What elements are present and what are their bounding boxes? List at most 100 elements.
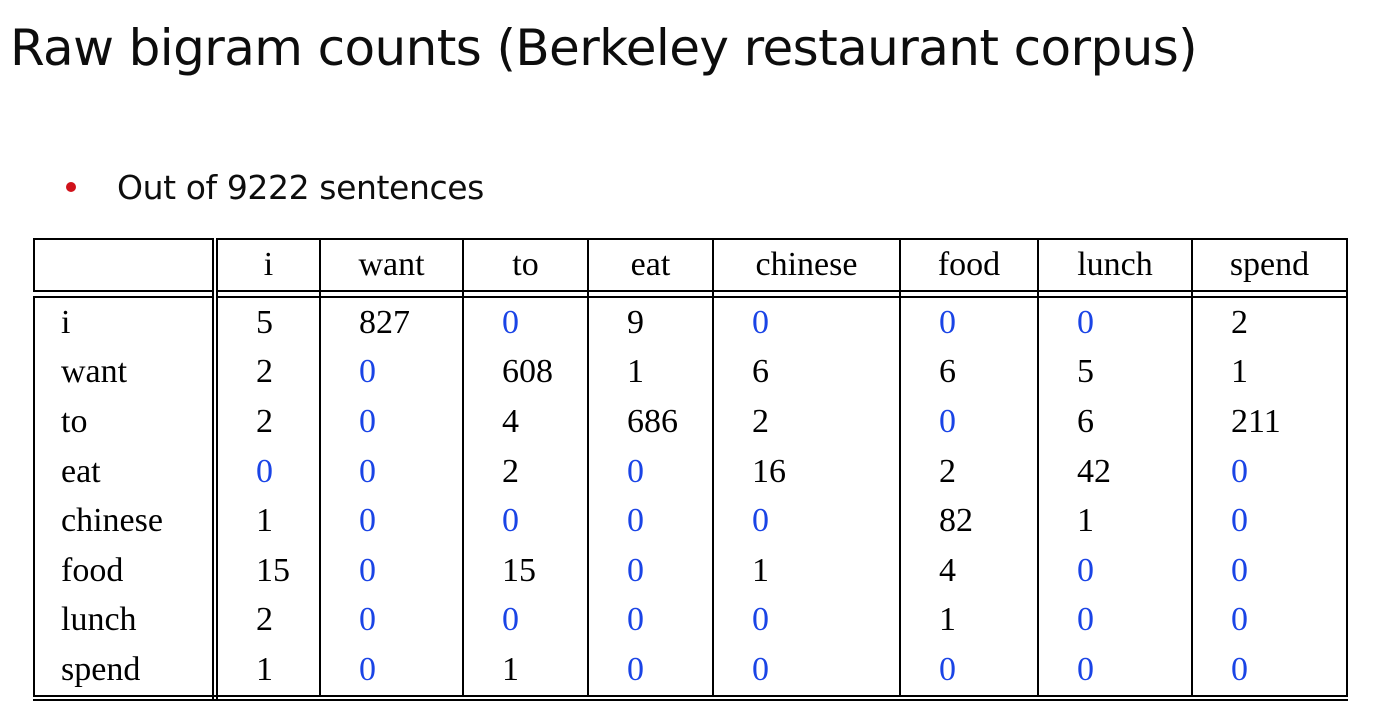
count-cell: 0 (713, 645, 901, 701)
row-header: lunch (33, 595, 218, 646)
column-header: food (900, 238, 1039, 292)
count-cell: 1 (463, 645, 589, 701)
count-cell: 82 (900, 496, 1039, 546)
table-row: i 5 827 0 9 0 0 0 2 (33, 297, 1348, 348)
count-cell: 0 (1192, 595, 1348, 646)
column-header: to (463, 238, 589, 292)
count-cell: 1 (900, 595, 1039, 646)
count-cell: 16 (713, 446, 901, 497)
bullet-item: Out of 9222 sentences (66, 165, 484, 209)
count-cell: 0 (463, 496, 589, 546)
table-corner-cell (33, 238, 218, 292)
count-cell: 2 (215, 347, 321, 398)
count-cell: 15 (463, 545, 589, 596)
count-cell: 0 (1038, 545, 1193, 596)
count-cell: 827 (320, 297, 464, 348)
count-cell: 0 (1192, 496, 1348, 546)
count-cell: 0 (588, 496, 714, 546)
count-cell: 0 (900, 397, 1039, 447)
count-cell: 0 (320, 397, 464, 447)
count-cell: 1 (215, 496, 321, 546)
row-header: want (33, 347, 218, 398)
bigram-count-table: i want to eat chinese food lunch spend i… (33, 238, 1348, 701)
column-header: want (320, 238, 464, 292)
count-cell: 6 (713, 347, 901, 398)
row-header: eat (33, 446, 218, 497)
bullet-dot-icon (66, 182, 76, 192)
count-cell: 1 (713, 545, 901, 596)
table-divider-cell (588, 291, 714, 298)
count-cell: 2 (215, 397, 321, 447)
count-cell: 0 (1192, 545, 1348, 596)
count-cell: 2 (1192, 297, 1348, 348)
count-cell: 0 (320, 645, 464, 701)
count-cell: 0 (1038, 595, 1193, 646)
table-row: chinese 1 0 0 0 0 82 1 0 (33, 496, 1348, 546)
row-header: spend (33, 645, 218, 701)
count-cell: 0 (320, 347, 464, 398)
bullet-text: Out of 9222 sentences (117, 167, 484, 207)
count-cell: 0 (713, 297, 901, 348)
count-cell: 0 (713, 496, 901, 546)
count-cell: 2 (463, 446, 589, 497)
count-cell: 2 (713, 397, 901, 447)
count-cell: 0 (1038, 297, 1193, 348)
count-cell: 2 (900, 446, 1039, 497)
column-header: eat (588, 238, 714, 292)
row-header: chinese (33, 496, 218, 546)
count-cell: 0 (1192, 446, 1348, 497)
table-row: spend 1 0 1 0 0 0 0 0 (33, 645, 1348, 701)
column-header: lunch (1038, 238, 1193, 292)
count-cell: 0 (1038, 645, 1193, 701)
count-cell: 0 (463, 595, 589, 646)
column-header: chinese (713, 238, 901, 292)
row-header: food (33, 545, 218, 596)
count-cell: 15 (215, 545, 321, 596)
count-cell: 1 (1038, 496, 1193, 546)
table-divider-row (34, 291, 1348, 298)
count-cell: 9 (588, 297, 714, 348)
count-cell: 0 (588, 446, 714, 497)
table-divider-cell (713, 291, 901, 298)
count-cell: 0 (463, 297, 589, 348)
row-header: i (33, 297, 218, 348)
slide-title: Raw bigram counts (Berkeley restaurant c… (10, 19, 1198, 77)
count-cell: 0 (320, 545, 464, 596)
table-divider-cell (34, 291, 218, 298)
count-cell: 5 (215, 297, 321, 348)
count-cell: 211 (1192, 397, 1348, 447)
count-cell: 608 (463, 347, 589, 398)
count-cell: 1 (588, 347, 714, 398)
count-cell: 42 (1038, 446, 1193, 497)
table-divider-cell (320, 291, 464, 298)
table-row: food 15 0 15 0 1 4 0 0 (33, 545, 1348, 596)
table-header-row: i want to eat chinese food lunch spend (33, 238, 1348, 292)
count-cell: 0 (588, 545, 714, 596)
count-cell: 1 (1192, 347, 1348, 398)
count-cell: 2 (215, 595, 321, 646)
row-header: to (33, 397, 218, 447)
count-cell: 0 (713, 595, 901, 646)
count-cell: 0 (900, 645, 1039, 701)
count-cell: 1 (215, 645, 321, 701)
count-cell: 0 (588, 645, 714, 701)
column-header: i (215, 238, 321, 292)
count-cell: 5 (1038, 347, 1193, 398)
count-cell: 0 (900, 297, 1039, 348)
table-divider-cell (215, 291, 321, 298)
table-divider-cell (900, 291, 1039, 298)
table-row: want 2 0 608 1 6 6 5 1 (33, 347, 1348, 398)
count-cell: 0 (320, 446, 464, 497)
count-cell: 4 (900, 545, 1039, 596)
column-header: spend (1192, 238, 1348, 292)
table-row: to 2 0 4 686 2 0 6 211 (33, 397, 1348, 447)
count-cell: 686 (588, 397, 714, 447)
count-cell: 0 (320, 496, 464, 546)
table-divider-cell (1192, 291, 1348, 298)
table-divider-cell (1038, 291, 1193, 298)
count-cell: 4 (463, 397, 589, 447)
count-cell: 0 (215, 446, 321, 497)
count-cell: 6 (900, 347, 1039, 398)
count-cell: 6 (1038, 397, 1193, 447)
count-cell: 0 (1192, 645, 1348, 701)
